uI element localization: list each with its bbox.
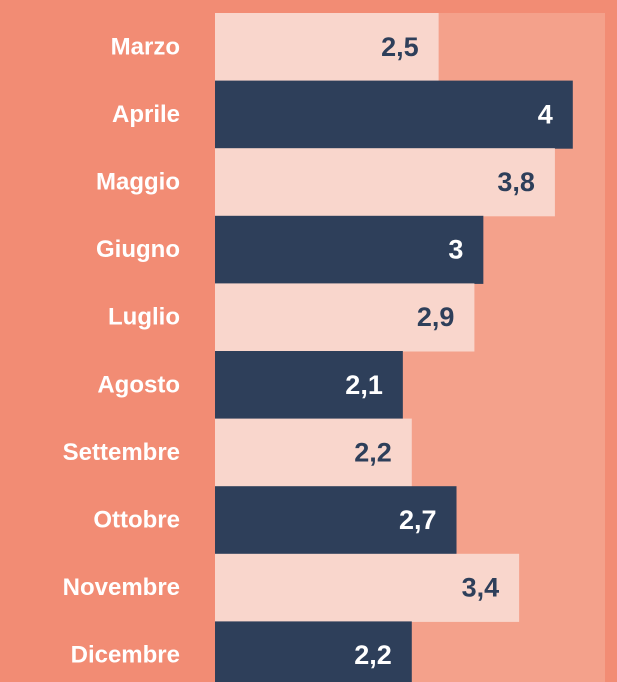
bar: [215, 148, 555, 217]
bar: [215, 351, 403, 420]
bar: [215, 13, 439, 82]
bar: [215, 621, 412, 682]
bar: [215, 80, 573, 149]
value-label: 2,2: [354, 437, 392, 467]
category-label: Luglio: [108, 304, 180, 331]
value-label: 3,8: [497, 167, 535, 197]
category-label: Ottobre: [93, 507, 180, 534]
bar: [215, 215, 484, 284]
value-label: 2,7: [399, 505, 437, 535]
category-label: Marzo: [111, 33, 180, 60]
category-label: Dicembre: [71, 642, 180, 669]
value-label: 2,9: [417, 302, 455, 332]
value-label: 3: [448, 235, 463, 265]
category-label: Agosto: [97, 371, 180, 398]
category-label: Aprile: [112, 101, 180, 128]
bar: [215, 283, 475, 352]
value-label: 4: [538, 99, 553, 129]
category-label: Settembre: [63, 439, 180, 466]
value-label: 2,5: [381, 32, 419, 62]
bar: [215, 553, 520, 622]
value-label: 3,4: [462, 573, 500, 603]
value-label: 2,2: [354, 640, 392, 670]
category-label: Maggio: [96, 169, 180, 196]
category-label: Novembre: [63, 574, 180, 601]
bar: [215, 486, 457, 555]
category-label: Giugno: [96, 236, 180, 263]
bar: [215, 418, 412, 487]
value-label: 2,1: [345, 370, 383, 400]
